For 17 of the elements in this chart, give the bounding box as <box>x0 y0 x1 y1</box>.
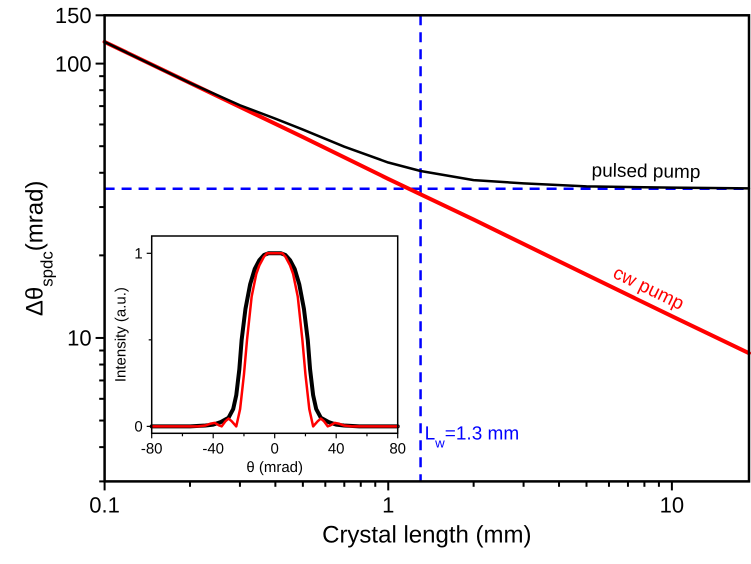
ref-line-label: L$_{w}$=1.3 mm <box>424 423 520 450</box>
y-axis-title: Intensity (a.u.) <box>112 287 130 382</box>
y-tick-label: 100 <box>54 51 92 76</box>
x-tick-label: 80 <box>389 440 406 458</box>
x-tick-label: 10 <box>660 492 684 518</box>
y-tick-label: 150 <box>54 3 92 28</box>
y-tick-label: 10 <box>67 326 92 351</box>
x-tick-label: 40 <box>328 440 345 458</box>
x-tick-label: -40 <box>202 440 224 458</box>
x-axis-title: θ (mrad) <box>246 459 304 476</box>
x-tick-label: 0 <box>270 440 279 458</box>
x-tick-label: 1 <box>382 492 394 518</box>
series-label: pulsed pump <box>591 160 701 184</box>
x-tick-label: 0.1 <box>89 492 120 518</box>
x-axis-title: Crystal length (mm) <box>322 521 532 548</box>
x-tick-label: -80 <box>140 440 163 458</box>
text: cw pump <box>610 262 688 315</box>
